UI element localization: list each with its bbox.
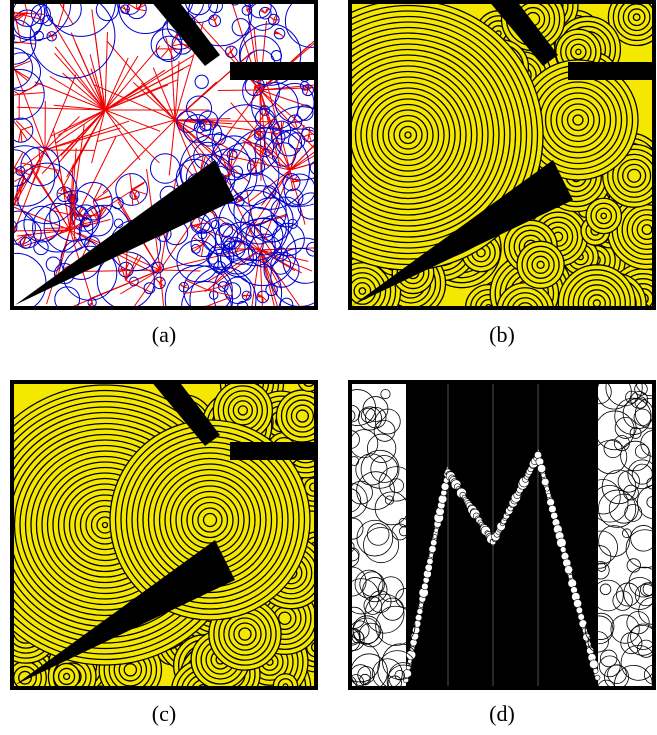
small-circle (568, 574, 572, 578)
horizontal-bar (230, 62, 318, 80)
small-circle (427, 558, 433, 564)
ring (359, 288, 365, 294)
small-circle (568, 579, 577, 588)
small-circle (429, 553, 433, 557)
ring (98, 696, 104, 702)
spoke (75, 215, 100, 216)
horizontal-bar (230, 442, 318, 460)
small-circle (573, 599, 581, 607)
small-circle (537, 464, 545, 472)
ring (517, 303, 534, 320)
panel-a (0, 0, 394, 374)
spoke (5, 222, 10, 227)
panel-b (273, 0, 657, 343)
ring (628, 169, 641, 182)
small-circle (560, 547, 566, 553)
ring (576, 49, 581, 54)
spoke (274, 33, 279, 34)
small-circle (425, 564, 432, 571)
small-circle (430, 539, 436, 545)
ring (601, 213, 606, 218)
panel-d (332, 364, 657, 703)
ring (537, 261, 544, 268)
small-circle (551, 512, 558, 519)
small-circle (541, 473, 546, 478)
ring (405, 132, 411, 138)
clip-group (0, 0, 394, 374)
ring (642, 225, 652, 235)
ring (239, 628, 251, 640)
small-circle (541, 478, 549, 486)
small-circle (415, 614, 422, 621)
small-circle (545, 486, 550, 491)
spoke (309, 127, 310, 134)
ring (512, 298, 539, 325)
ring (88, 686, 114, 712)
small-circle (438, 495, 447, 504)
small-circle (595, 675, 600, 680)
caption: (c) (152, 701, 176, 726)
ring (64, 673, 70, 679)
small-circle (576, 607, 583, 614)
small-circle (578, 614, 585, 621)
spoke (169, 49, 182, 50)
clip-group (0, 352, 341, 728)
small-circle (429, 545, 436, 552)
spoke (4, 223, 10, 227)
ring (593, 300, 600, 307)
spoke (3, 227, 10, 229)
small-circle (406, 650, 415, 659)
spoke (119, 269, 126, 270)
ring (279, 612, 291, 624)
caption: (d) (489, 701, 515, 726)
clip-group (332, 364, 657, 703)
panel-c (0, 352, 341, 728)
spoke (74, 216, 75, 241)
ring (636, 312, 642, 318)
ring (124, 664, 136, 676)
small-circle (441, 483, 449, 491)
small-circle (421, 583, 428, 590)
small-circle (547, 493, 552, 498)
small-circle (434, 528, 438, 532)
caption: (b) (489, 322, 515, 347)
small-circle (557, 538, 567, 548)
figure: (a) (b) (c) (d) (0, 0, 657, 730)
small-circle (433, 534, 437, 538)
spoke (242, 295, 246, 296)
ring (633, 14, 640, 21)
small-circle (534, 451, 541, 458)
clip-group (273, 0, 657, 343)
small-circle (589, 660, 598, 669)
small-circle (417, 608, 423, 614)
small-circle (564, 566, 572, 574)
ring (296, 410, 308, 422)
ring (204, 514, 217, 527)
ring (103, 523, 108, 528)
horizontal-bar (568, 62, 656, 80)
ring (93, 691, 109, 707)
small-circle (419, 603, 424, 608)
small-circle (549, 505, 557, 513)
caption: (a) (152, 322, 176, 347)
small-circle (593, 668, 598, 673)
ring (201, 690, 205, 694)
ring (238, 406, 247, 415)
ring (573, 115, 583, 125)
